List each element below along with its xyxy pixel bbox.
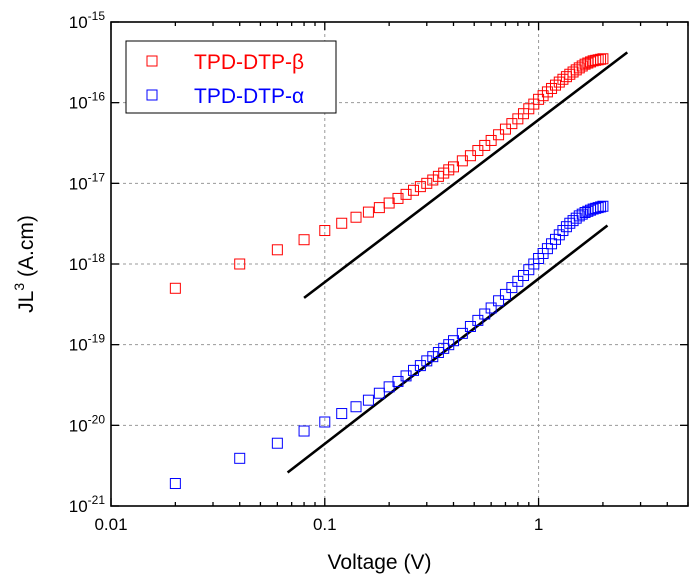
x-axis-title: Voltage (V) (328, 551, 432, 574)
data-point-series-1 (336, 217, 348, 229)
data-point-series-1 (576, 60, 588, 72)
y-tick-label: 10-16 (69, 90, 106, 113)
data-point-series-2 (493, 295, 505, 307)
legend-box (125, 40, 337, 114)
data-point-series-2 (427, 351, 439, 363)
data-point-series-1 (362, 206, 374, 218)
data-point-series-2 (576, 208, 588, 220)
data-point-series-1 (570, 64, 582, 76)
data-point-series-1 (319, 225, 331, 237)
data-point-series-1 (493, 129, 505, 141)
data-point-series-2 (499, 288, 511, 300)
data-point-series-1 (271, 244, 283, 256)
y-axis-title: JL3 (A.cm) (11, 215, 38, 313)
x-tick-label: 0.01 (94, 515, 127, 534)
data-point-series-1 (499, 123, 511, 135)
data-point-series-1 (537, 90, 549, 102)
data-point-series-2 (392, 375, 404, 387)
data-point-series-2 (447, 335, 459, 347)
data-point-series-2 (298, 425, 310, 437)
data-point-series-1 (549, 79, 561, 91)
data-point-series-2 (456, 327, 468, 339)
data-point-series-2 (560, 221, 572, 233)
data-point-series-2 (373, 387, 385, 399)
legend-label-series-1: TPD-DTP-β (194, 51, 304, 74)
data-point-series-2 (546, 238, 558, 250)
data-point-series-1 (234, 258, 246, 270)
data-point-series-2 (557, 225, 569, 237)
data-point-series-2 (485, 302, 497, 314)
data-point-series-1 (567, 66, 579, 78)
data-point-series-1 (447, 161, 459, 173)
data-point-series-2 (169, 478, 181, 490)
data-point-series-2 (421, 355, 433, 367)
data-point-series-1 (546, 82, 558, 94)
data-point-series-2 (464, 320, 476, 332)
x-tick-label: 1 (534, 515, 543, 534)
y-tick-label: 10-17 (69, 170, 106, 193)
data-point-series-2 (570, 212, 582, 224)
data-point-series-2 (479, 308, 491, 320)
data-point-series-2 (362, 394, 374, 406)
data-point-series-2 (336, 408, 348, 420)
data-point-series-1 (485, 134, 497, 146)
data-point-series-2 (506, 282, 518, 294)
x-tick-label: 0.1 (313, 515, 337, 534)
data-point-series-1 (421, 177, 433, 189)
data-point-series-2 (595, 201, 607, 213)
data-point-series-2 (400, 370, 412, 382)
data-point-series-1 (350, 211, 362, 223)
data-point-series-1 (408, 184, 420, 196)
fit-line (303, 51, 629, 299)
y-tick-label: 10-20 (69, 412, 106, 435)
data-point-series-2 (472, 314, 484, 326)
data-point-series-2 (597, 200, 609, 212)
legend-label-series-2: TPD-DTP-α (194, 85, 304, 108)
data-point-series-1 (564, 68, 576, 80)
y-tick-label: 10-19 (69, 332, 106, 355)
data-point-series-1 (169, 282, 181, 294)
y-tick-label: 10-21 (69, 493, 106, 516)
data-point-series-2 (271, 437, 283, 449)
data-point-series-1 (427, 174, 439, 186)
data-point-series-1 (400, 188, 412, 200)
y-tick-label: 10-15 (69, 9, 106, 32)
data-point-series-2 (234, 452, 246, 464)
data-point-series-1 (595, 53, 607, 65)
data-point-series-2 (512, 275, 524, 287)
legend-marker-series-2 (146, 89, 158, 101)
data-point-series-2 (319, 416, 331, 428)
data-point-series-1 (414, 181, 426, 193)
y-tick-label: 10-18 (69, 251, 106, 274)
data-point-series-2 (553, 229, 565, 241)
fit-line (286, 224, 609, 474)
data-point-series-1 (597, 53, 609, 65)
data-point-series-1 (373, 202, 385, 214)
data-point-series-1 (541, 86, 553, 98)
data-point-series-2 (350, 401, 362, 413)
data-point-series-1 (298, 234, 310, 246)
legend-marker-series-1 (146, 55, 158, 67)
data-point-series-1 (392, 192, 404, 204)
